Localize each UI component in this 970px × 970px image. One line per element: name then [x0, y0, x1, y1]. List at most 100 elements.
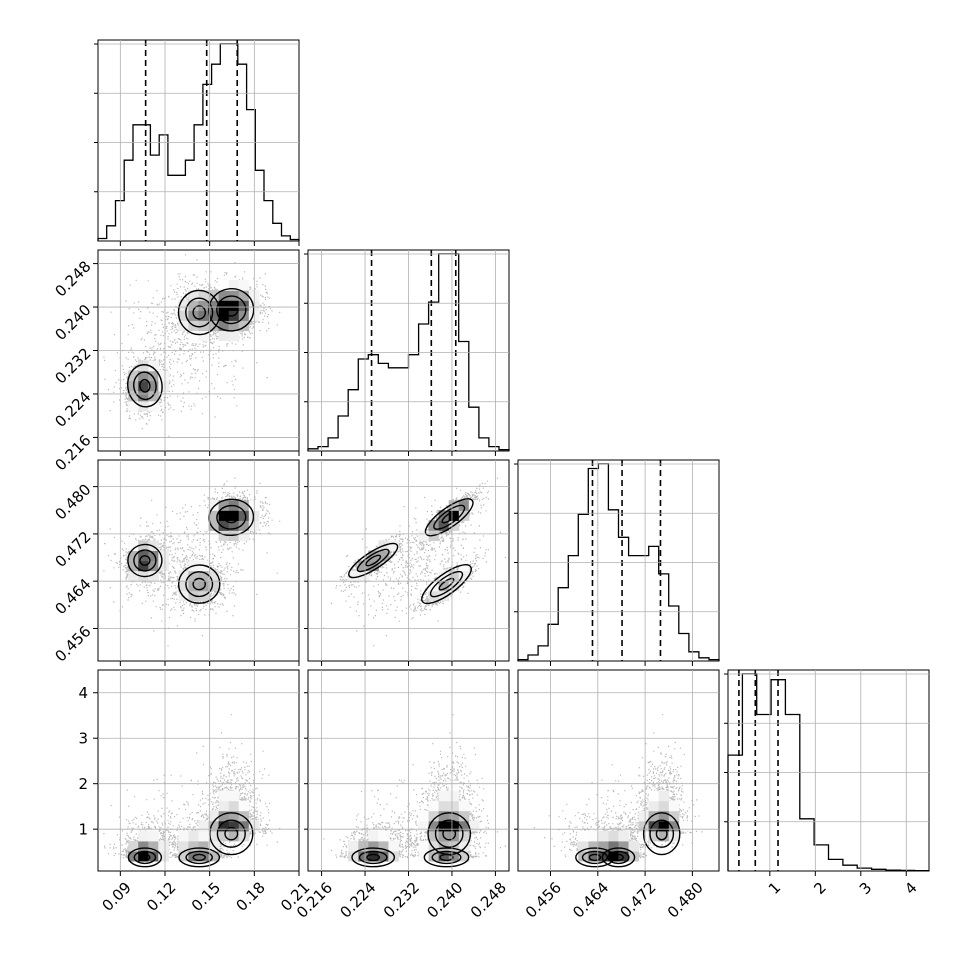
density-cell [458, 850, 470, 862]
density-cell [228, 810, 240, 822]
panel-content [103, 254, 281, 437]
density-cell [218, 510, 230, 521]
density-cell [158, 840, 169, 852]
density-cell [178, 850, 189, 862]
density-cell [188, 570, 199, 582]
histogram-2 [517, 463, 720, 661]
density-cell [418, 840, 430, 852]
density-cell [618, 840, 630, 852]
panel-frame [97, 669, 300, 872]
density-cell [578, 850, 589, 862]
scatter-points [103, 254, 281, 437]
density-cell [138, 390, 149, 402]
density-cell [208, 290, 220, 301]
density-cell [238, 820, 250, 832]
density-cell [448, 780, 460, 792]
density-cell [428, 820, 440, 832]
density-cell [388, 840, 399, 852]
x-tick-label: 0.456 [522, 879, 565, 922]
contour-line [216, 295, 247, 325]
density-cell [208, 530, 220, 541]
density-cell [238, 500, 250, 511]
panel-frame [727, 669, 930, 872]
contour-line [216, 819, 246, 848]
density-cell [668, 830, 680, 842]
contour-line [433, 504, 466, 530]
density-cell [128, 540, 139, 551]
density-cell [358, 850, 369, 862]
density-cell [138, 380, 149, 392]
histogram-0 [97, 43, 300, 241]
panel-1-0 [97, 249, 300, 452]
density-cell [208, 310, 220, 321]
y-tick-label: 2 [78, 775, 88, 793]
density-cell [238, 520, 250, 531]
contour-line [208, 287, 255, 332]
density-cell [428, 800, 440, 812]
density-cell [238, 290, 250, 301]
density-cell [138, 540, 149, 551]
density-cell [228, 520, 240, 531]
y-tick-label: 3 [78, 729, 88, 747]
density-cell [208, 500, 220, 511]
grid-lines [98, 670, 299, 871]
density-cell [228, 790, 240, 802]
density-cell [378, 850, 389, 862]
density-cell [188, 300, 199, 311]
density-cell [218, 320, 230, 331]
density-cell [448, 850, 460, 862]
density-cell [138, 370, 149, 382]
contour-line [649, 819, 675, 848]
density-cell [358, 840, 369, 852]
contour-line [185, 297, 214, 328]
contour-line [139, 853, 151, 862]
y-tick-label: 0.240 [51, 301, 94, 344]
density-cell [128, 560, 139, 572]
contour-line [216, 504, 247, 530]
density-cell [458, 560, 470, 572]
density-cell [648, 830, 660, 842]
grid-lines [98, 460, 299, 661]
x-axis-3: 1 2 3 4 [765, 871, 921, 898]
density-cell [468, 820, 480, 832]
density-cell [458, 800, 470, 812]
density-cell [218, 530, 230, 541]
density-cell [368, 840, 379, 852]
y-tick-label: 0.232 [51, 344, 94, 387]
contour-line [365, 554, 382, 567]
density-cell [428, 590, 440, 602]
density-cell [228, 800, 240, 812]
contour-line [185, 850, 213, 865]
contour-line [351, 847, 396, 868]
density-cell [128, 550, 139, 562]
density-cell [208, 830, 220, 842]
x-tick-label: 0.15 [188, 879, 224, 915]
density-cell [178, 580, 189, 592]
density-cell [138, 560, 149, 572]
density-cell [428, 810, 440, 822]
density-cell [158, 560, 169, 572]
y-axis-3: 1 2 3 4 [78, 684, 518, 838]
density-cell [578, 830, 589, 842]
density-cell [418, 810, 430, 822]
density-cell [668, 800, 680, 812]
density-cell [218, 290, 230, 301]
contour-line [127, 543, 163, 578]
density-cell [628, 840, 640, 852]
density-cell [188, 330, 199, 341]
density-cell [218, 830, 230, 842]
grid-lines [728, 670, 929, 871]
x-tick-label: 0.09 [98, 879, 134, 915]
panel-frame [517, 669, 720, 872]
panel-frame [517, 459, 720, 662]
density-cell [648, 820, 660, 832]
x-tick-label: 3 [856, 879, 875, 898]
y-tick-label: 0.216 [51, 431, 94, 474]
density-cell [208, 820, 220, 832]
density-cell [668, 820, 680, 832]
density-cell [188, 840, 199, 852]
contour-line [607, 850, 630, 865]
density-cell [658, 830, 670, 842]
density-cell [208, 810, 220, 822]
